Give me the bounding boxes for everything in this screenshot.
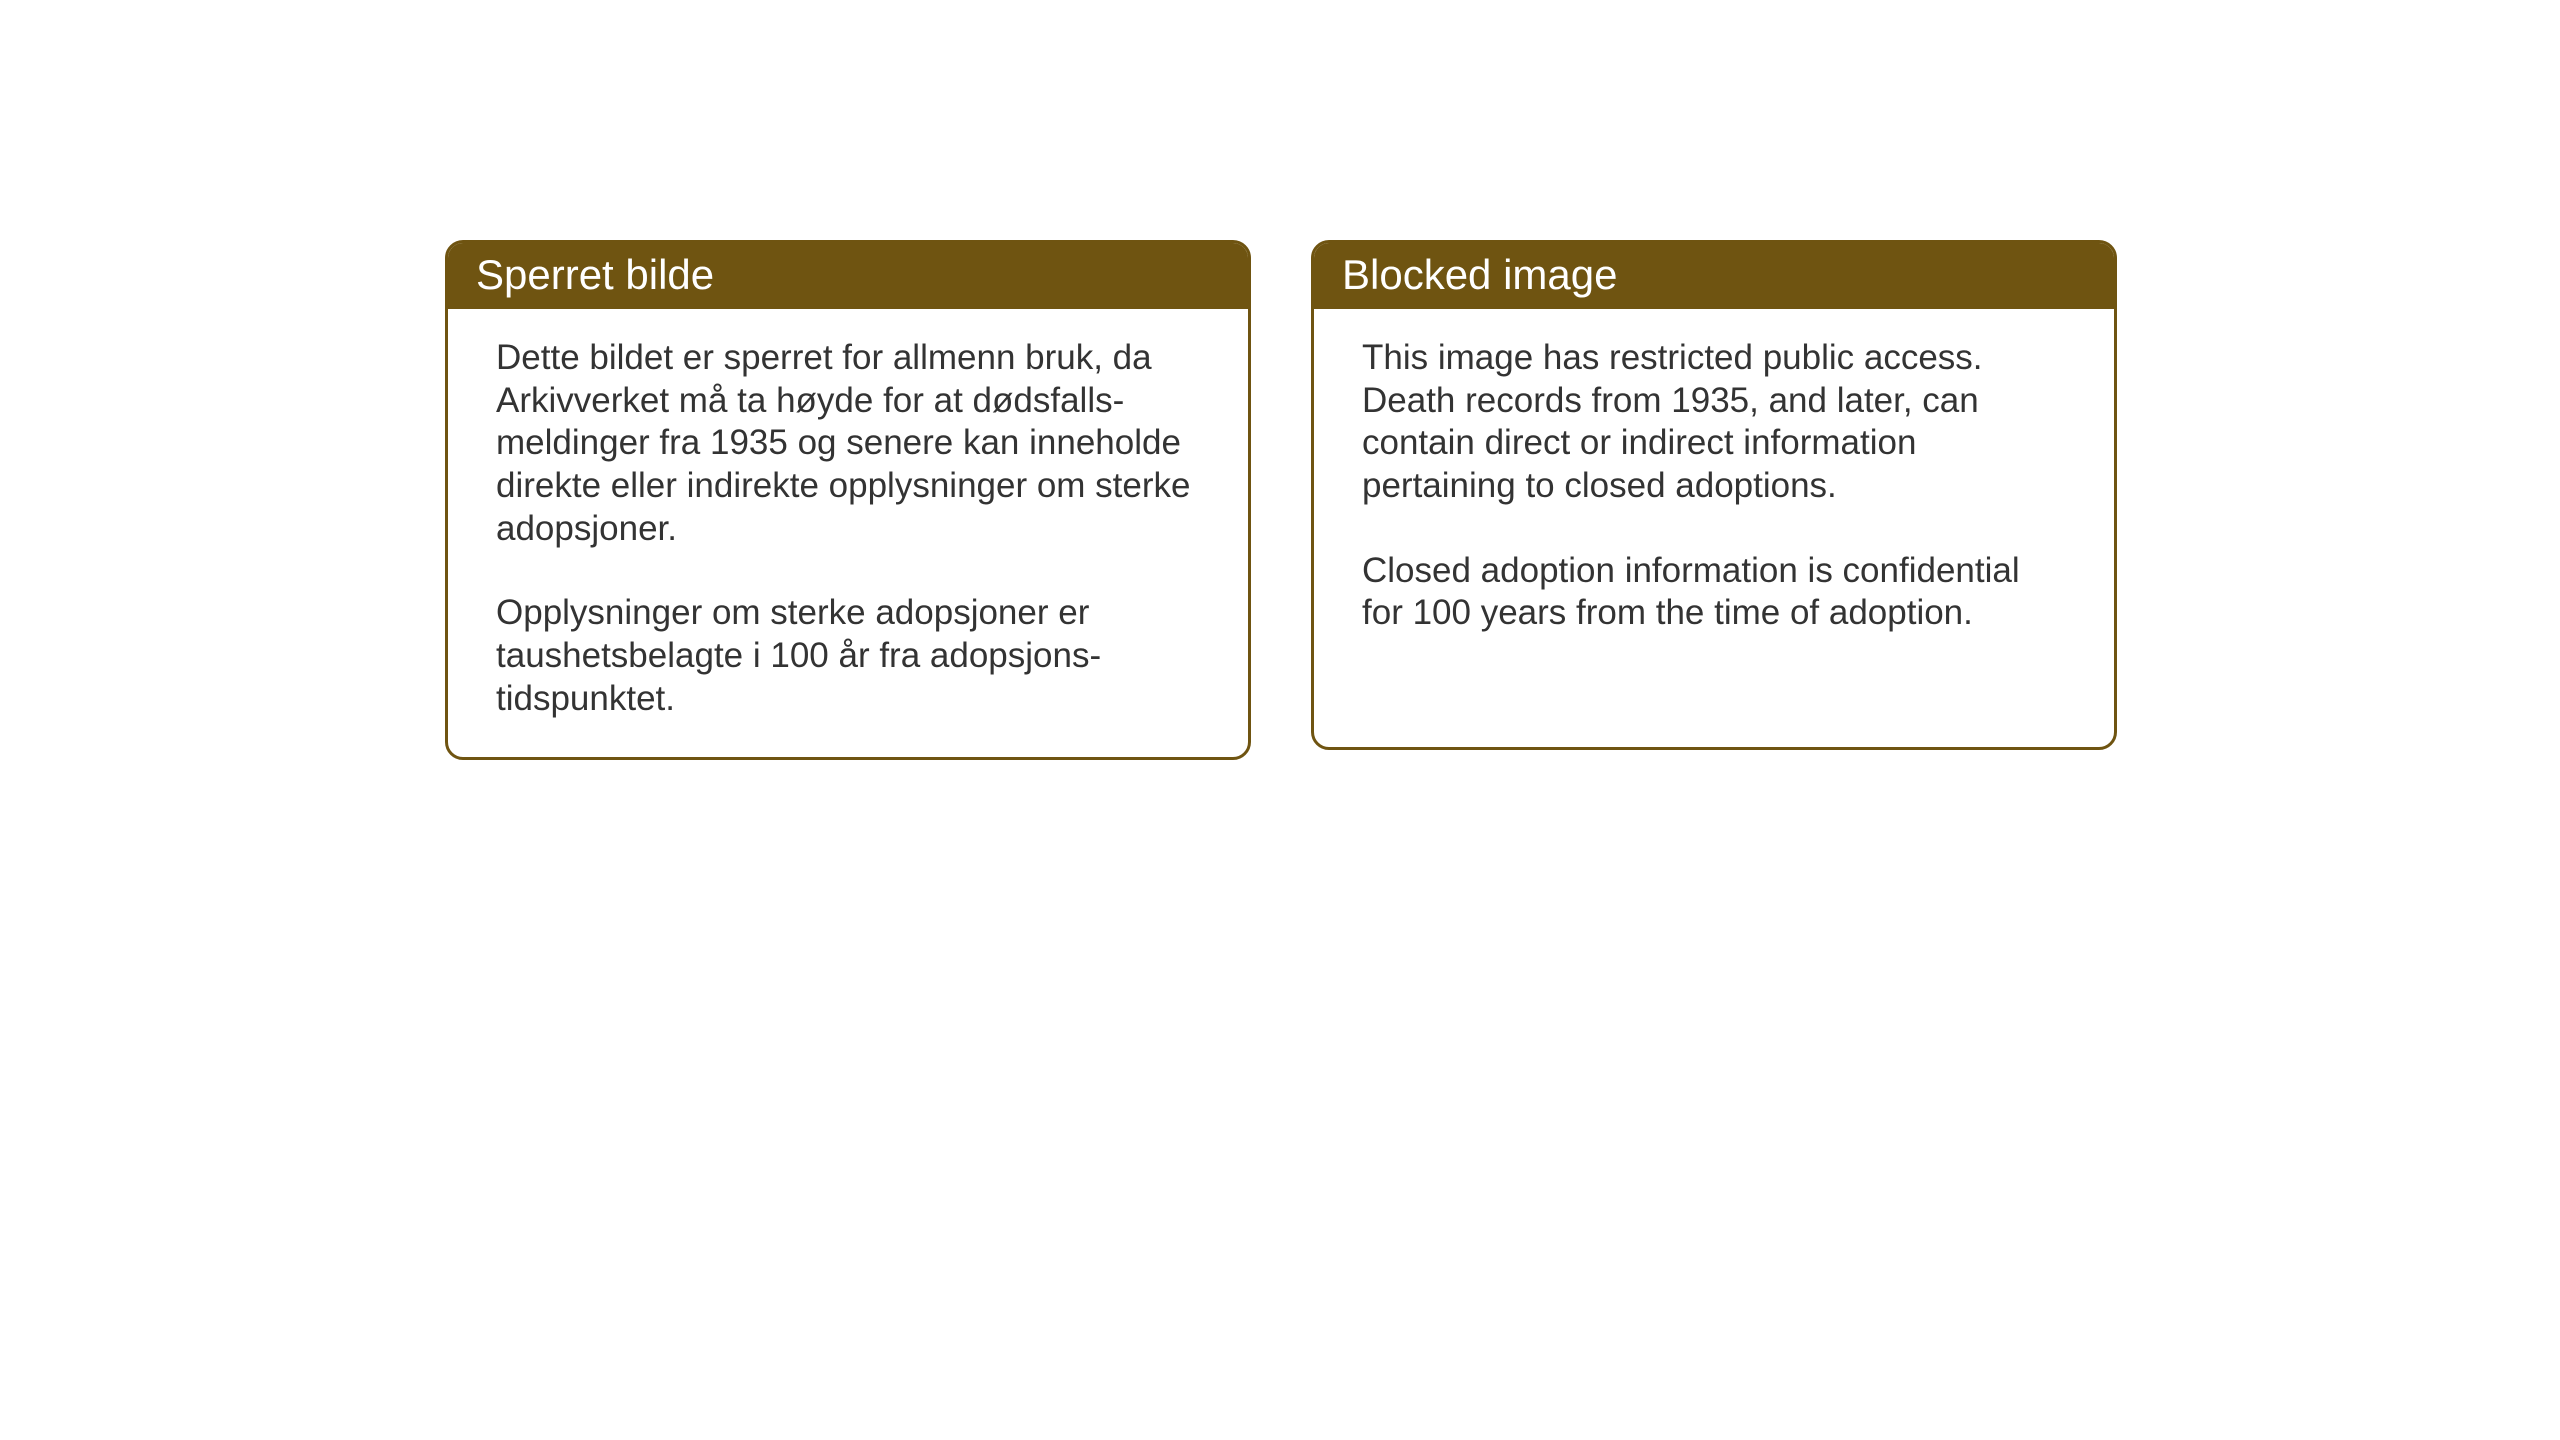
card-header-english: Blocked image: [1314, 243, 2114, 309]
card-paragraph: Opplysninger om sterke adopsjoner er tau…: [496, 592, 1200, 720]
notice-container: Sperret bilde Dette bildet er sperret fo…: [445, 240, 2117, 760]
card-body-english: This image has restricted public access.…: [1314, 309, 2114, 671]
card-title: Blocked image: [1342, 251, 1617, 298]
notice-card-norwegian: Sperret bilde Dette bildet er sperret fo…: [445, 240, 1251, 760]
notice-card-english: Blocked image This image has restricted …: [1311, 240, 2117, 750]
card-body-norwegian: Dette bildet er sperret for allmenn bruk…: [448, 309, 1248, 757]
card-paragraph: Dette bildet er sperret for allmenn bruk…: [496, 337, 1200, 550]
card-header-norwegian: Sperret bilde: [448, 243, 1248, 309]
card-paragraph: This image has restricted public access.…: [1362, 337, 2066, 508]
card-paragraph: Closed adoption information is confident…: [1362, 550, 2066, 635]
card-title: Sperret bilde: [476, 251, 714, 298]
